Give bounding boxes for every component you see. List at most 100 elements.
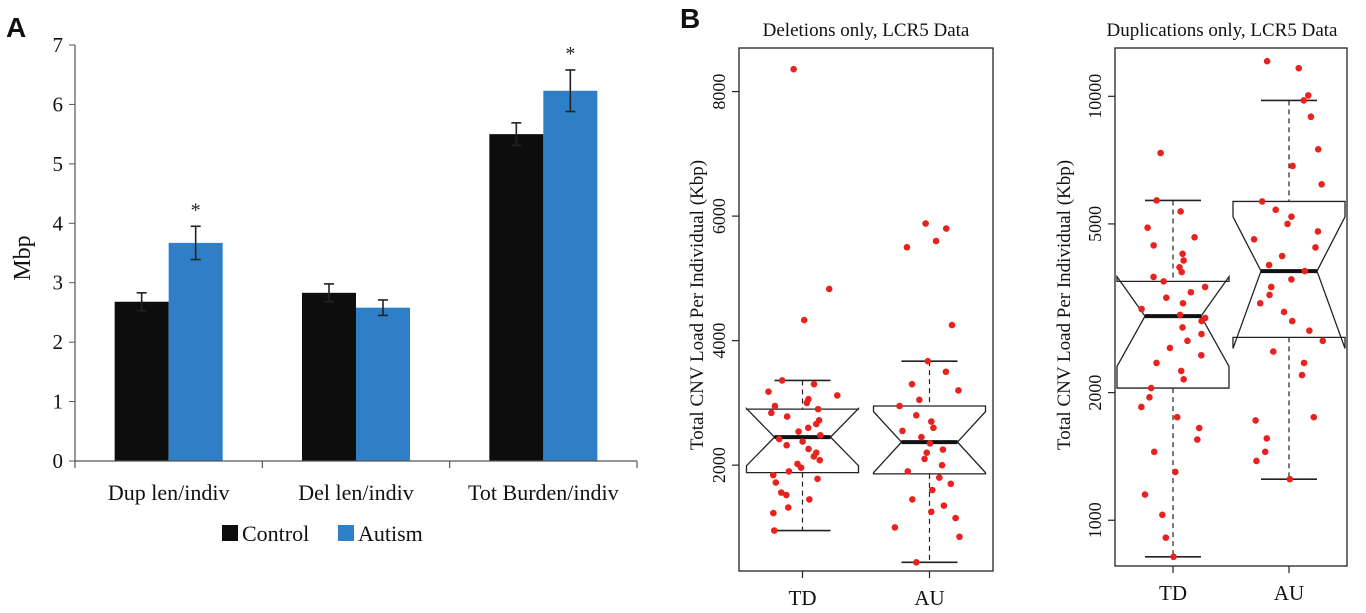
- data-point: [1261, 448, 1269, 456]
- data-point: [778, 377, 786, 384]
- data-point: [768, 409, 775, 417]
- panel-a-label: A: [6, 12, 26, 43]
- data-point: [1267, 283, 1275, 291]
- data-point: [1288, 276, 1295, 283]
- data-point: [777, 489, 785, 496]
- legend-swatch: [338, 525, 354, 541]
- data-point: [1177, 367, 1185, 375]
- data-point: [913, 558, 920, 566]
- y-tick-label: 4: [53, 211, 64, 235]
- data-point: [916, 396, 923, 404]
- data-point: [1141, 491, 1149, 498]
- data-point: [1278, 252, 1286, 260]
- chart-b1-ylabel: Total CNV Load Per Individual (Kbp): [687, 160, 708, 450]
- significance-marker: *: [191, 199, 201, 221]
- notched-box: [1232, 200, 1346, 349]
- data-point: [1286, 475, 1294, 483]
- data-point: [1146, 393, 1153, 401]
- data-point: [775, 435, 783, 443]
- data-point: [1304, 92, 1312, 99]
- chart-a-legend: Control Autism: [222, 521, 423, 546]
- chart-a-error-bars: [136, 69, 576, 317]
- data-point: [1256, 299, 1264, 307]
- data-point: [816, 456, 824, 464]
- data-point: [814, 475, 821, 483]
- data-point: [923, 449, 931, 457]
- data-point: [783, 491, 790, 499]
- y-tick-label: 3: [53, 271, 64, 295]
- data-point: [1162, 534, 1170, 541]
- data-point: [1284, 220, 1291, 228]
- data-point: [783, 413, 791, 420]
- bar: [302, 292, 356, 461]
- data-point: [1144, 224, 1151, 231]
- data-point: [1263, 435, 1271, 442]
- x-tick-label: TD: [1159, 581, 1187, 605]
- bar: [356, 307, 410, 461]
- data-point: [1147, 384, 1155, 392]
- y-tick-label: 6000: [709, 198, 729, 234]
- data-point: [1150, 448, 1158, 456]
- data-point: [955, 387, 962, 394]
- data-point: [908, 380, 916, 388]
- data-point: [1184, 337, 1191, 345]
- chart-a-ylabel: Mbp: [10, 235, 36, 280]
- data-point: [770, 509, 777, 517]
- data-point: [810, 380, 818, 388]
- chart-a-axes: [74, 45, 638, 468]
- plot-frame: [738, 47, 994, 572]
- data-point: [1306, 327, 1313, 334]
- data-point: [899, 427, 906, 435]
- data-point: [800, 316, 808, 324]
- data-point: [1266, 291, 1273, 299]
- data-point: [812, 420, 820, 428]
- data-point: [1170, 553, 1177, 561]
- data-point: [1298, 371, 1306, 379]
- data-point: [833, 392, 841, 399]
- data-point: [1176, 311, 1184, 319]
- y-tick-label: 0: [53, 449, 64, 473]
- data-point: [1157, 149, 1164, 157]
- data-point: [922, 220, 929, 227]
- y-tick-label: 4000: [709, 323, 729, 359]
- data-point: [765, 388, 772, 395]
- data-point: [810, 453, 818, 460]
- data-point: [1310, 413, 1318, 421]
- data-point: [1263, 57, 1271, 65]
- data-point: [956, 533, 963, 541]
- data-point: [795, 428, 802, 435]
- data-point: [1314, 145, 1322, 153]
- data-point: [1178, 268, 1185, 276]
- data-point: [926, 440, 934, 447]
- chart-a-yticks: 0 1 2 3 4 5 6 7: [53, 33, 75, 473]
- data-point: [1250, 235, 1258, 243]
- data-point: [806, 496, 813, 503]
- data-point: [814, 405, 822, 413]
- data-point: [913, 412, 920, 419]
- data-point: [928, 418, 935, 425]
- x-tick-label: AU: [1274, 581, 1304, 605]
- y-tick-label: 6: [53, 92, 64, 116]
- chart-b2-ylabel: Total CNV Load Per Individual (Kbp): [1054, 160, 1075, 450]
- data-point: [1295, 64, 1303, 72]
- data-point: [924, 357, 932, 365]
- data-point: [1288, 317, 1296, 325]
- data-point: [1318, 181, 1325, 188]
- data-point: [940, 502, 948, 509]
- data-point: [783, 441, 790, 449]
- data-point: [772, 479, 780, 486]
- data-point: [903, 243, 911, 251]
- data-point: [1198, 317, 1205, 325]
- data-point: [1288, 213, 1295, 221]
- data-point: [790, 65, 797, 73]
- data-point: [932, 237, 940, 245]
- x-tick-label: Tot Burden/indiv: [468, 480, 619, 505]
- data-point: [1150, 242, 1157, 249]
- data-point: [1314, 228, 1322, 235]
- bar: [114, 301, 169, 461]
- y-tick-label: 2000: [709, 447, 729, 483]
- data-point: [1300, 97, 1308, 104]
- y-tick-label: 8000: [709, 74, 729, 110]
